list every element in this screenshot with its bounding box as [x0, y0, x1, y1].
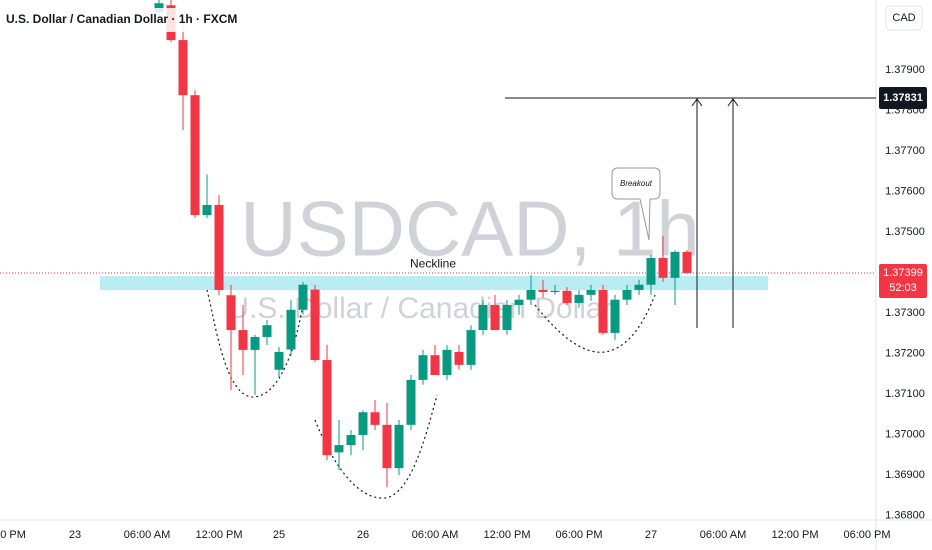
y-tick-label: 1.36800 [885, 509, 925, 521]
candle-body [550, 290, 560, 292]
candle-body [646, 257, 656, 285]
candle-body [454, 351, 464, 365]
candle-body [310, 289, 320, 361]
candle-body [598, 289, 608, 333]
candle-body [526, 289, 536, 300]
x-tick-label: 27 [645, 529, 657, 541]
candle-body [250, 336, 260, 350]
right-shoulder-curve [534, 294, 656, 353]
current-price-label: 1.37399 [883, 267, 923, 279]
candle-body [430, 355, 440, 376]
candle-body [658, 257, 668, 278]
candle-body [178, 40, 188, 96]
candle-body [610, 299, 620, 333]
candle-body [682, 251, 692, 273]
y-tick-label: 1.37000 [885, 428, 925, 440]
candle-body [274, 351, 284, 370]
candle-body [238, 330, 248, 350]
target-arrow-head [691, 98, 703, 107]
neckline-label: Neckline [410, 256, 456, 270]
candle-body [406, 379, 416, 425]
x-tick-label: 12:00 PM [483, 529, 530, 541]
x-tick-label: 25 [273, 529, 285, 541]
candle-body [502, 304, 512, 331]
x-tick-label: 26 [357, 529, 369, 541]
y-tick-label: 1.37700 [885, 145, 925, 157]
candle-body [358, 412, 368, 435]
candle-body [586, 289, 596, 295]
target-price-tag [879, 87, 927, 110]
y-tick-label: 1.37500 [885, 226, 925, 238]
y-tick-label: 1.36900 [885, 469, 925, 481]
candle-body [346, 434, 356, 446]
chart-title: U.S. Dollar / Canadian Dollar · 1h · FXC… [6, 12, 237, 26]
candle-body [490, 304, 500, 331]
candle-body [298, 284, 308, 310]
candle-body [382, 424, 392, 469]
candle-body [418, 355, 428, 380]
candle-body [262, 325, 272, 337]
candle-body [562, 290, 572, 303]
x-tick-label: 12:00 PM [771, 529, 818, 541]
x-tick-label: 12:00 PM [195, 529, 242, 541]
breakout-label: Breakout [620, 179, 653, 188]
target-price-label: 1.37831 [883, 92, 923, 104]
candle-body [394, 424, 404, 469]
x-tick-label: 06:00 AM [700, 529, 746, 541]
left-shoulder-curve [206, 289, 306, 398]
candle-body [622, 289, 632, 300]
candle-body [670, 251, 680, 278]
y-tick-label: 1.37200 [885, 347, 925, 359]
x-tick-label: 23 [69, 529, 81, 541]
currency-label: CAD [892, 12, 915, 24]
candle-body [574, 294, 584, 303]
y-tick-label: 1.37300 [885, 307, 925, 319]
candle-body [466, 330, 476, 365]
candle-body [214, 204, 224, 290]
candle-body [190, 95, 200, 216]
candle-body [442, 349, 452, 376]
candle-body [370, 412, 380, 425]
head-curve [314, 394, 438, 499]
currency-box[interactable] [885, 5, 923, 31]
candle-body [322, 360, 332, 456]
x-tick-label: 00 PM [0, 529, 26, 541]
candle-body [334, 445, 344, 453]
neckline-band [100, 276, 768, 291]
title-backdrop [4, 8, 229, 32]
candle-body [202, 204, 212, 216]
candle-body [538, 289, 548, 292]
candle-body [226, 295, 236, 331]
x-tick-label: 06:00 PM [843, 529, 890, 541]
candle-body [478, 304, 488, 331]
current-price-tag [879, 263, 927, 298]
breakout-callout [611, 167, 661, 241]
target-arrow-head [727, 98, 739, 107]
candle-body [514, 299, 524, 305]
y-tick-label: 1.37100 [885, 388, 925, 400]
x-tick-label: 06:00 AM [412, 529, 458, 541]
y-tick-label: 1.37900 [885, 64, 925, 76]
candle-body [634, 284, 644, 290]
x-tick-label: 06:00 AM [124, 529, 170, 541]
y-tick-label: 1.37600 [885, 185, 925, 197]
countdown-label: 52:03 [889, 282, 917, 294]
watermark-subtitle: U.S. Dollar / Canadian Dollar [227, 292, 612, 325]
candle-body [154, 3, 164, 13]
candle-body [286, 309, 296, 350]
x-tick-label: 06:00 PM [555, 529, 602, 541]
